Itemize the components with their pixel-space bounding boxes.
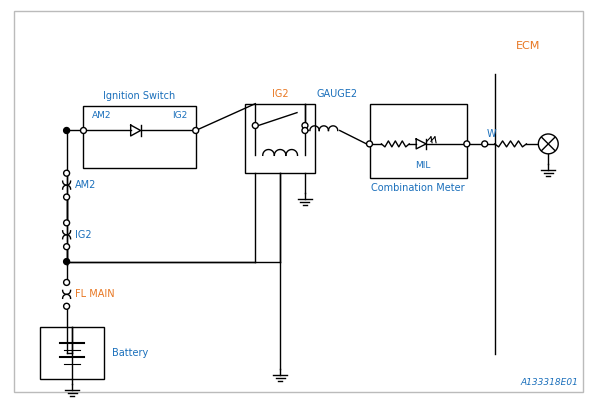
Circle shape xyxy=(302,128,308,133)
Bar xyxy=(370,104,467,178)
Text: W: W xyxy=(487,129,496,139)
Circle shape xyxy=(253,122,259,128)
Circle shape xyxy=(64,303,70,309)
Text: FL MAIN: FL MAIN xyxy=(75,289,114,299)
Text: MIL: MIL xyxy=(416,161,431,170)
Text: ECM: ECM xyxy=(516,41,541,51)
Bar xyxy=(84,106,196,168)
Circle shape xyxy=(302,122,308,128)
Circle shape xyxy=(464,141,470,147)
Text: IG2: IG2 xyxy=(272,89,288,99)
Circle shape xyxy=(64,244,70,250)
Circle shape xyxy=(64,128,70,133)
Text: AM2: AM2 xyxy=(75,180,96,190)
Circle shape xyxy=(538,134,558,154)
Bar xyxy=(245,104,315,173)
Bar xyxy=(40,327,104,379)
Circle shape xyxy=(64,194,70,200)
Text: GAUGE2: GAUGE2 xyxy=(316,89,358,99)
Text: A133318E01: A133318E01 xyxy=(520,378,578,387)
Text: Combination Meter: Combination Meter xyxy=(371,183,465,193)
Circle shape xyxy=(64,220,70,226)
Circle shape xyxy=(193,128,199,133)
Circle shape xyxy=(81,128,87,133)
Text: Ignition Switch: Ignition Switch xyxy=(103,91,176,101)
Text: IG2: IG2 xyxy=(75,230,91,240)
Text: Battery: Battery xyxy=(112,348,149,358)
Circle shape xyxy=(64,259,70,265)
FancyBboxPatch shape xyxy=(481,53,576,375)
Circle shape xyxy=(482,141,488,147)
Circle shape xyxy=(64,170,70,176)
Circle shape xyxy=(64,280,70,285)
Circle shape xyxy=(367,141,373,147)
Text: AM2: AM2 xyxy=(91,111,111,120)
Text: IG2: IG2 xyxy=(173,111,188,120)
